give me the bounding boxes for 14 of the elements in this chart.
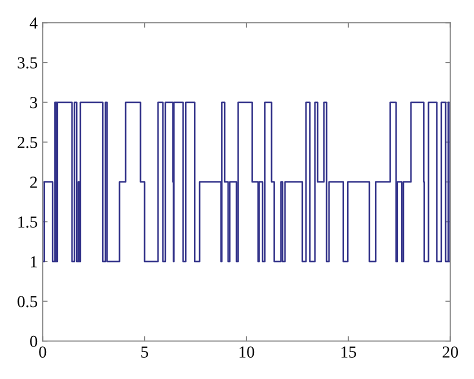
y-tick-label: 0.5	[18, 296, 38, 308]
y-tick-label: 1.5	[18, 216, 38, 228]
y-tick-label: 3.5	[18, 57, 38, 69]
x-tick-label: 20	[442, 346, 458, 358]
x-tick-label: 10	[240, 346, 254, 358]
y-tick-label: 3	[30, 97, 38, 108]
y-tick-label: 0	[30, 336, 38, 348]
x-tick-label: 5	[141, 346, 148, 358]
y-tick-label: 2	[30, 176, 37, 188]
x-tick-label: 15	[342, 346, 356, 358]
y-tick-label: 1	[30, 256, 37, 268]
y-tick-label: 4	[30, 18, 38, 29]
y-tick-label: 2.5	[18, 136, 38, 148]
x-tick-label: 0	[39, 346, 46, 358]
